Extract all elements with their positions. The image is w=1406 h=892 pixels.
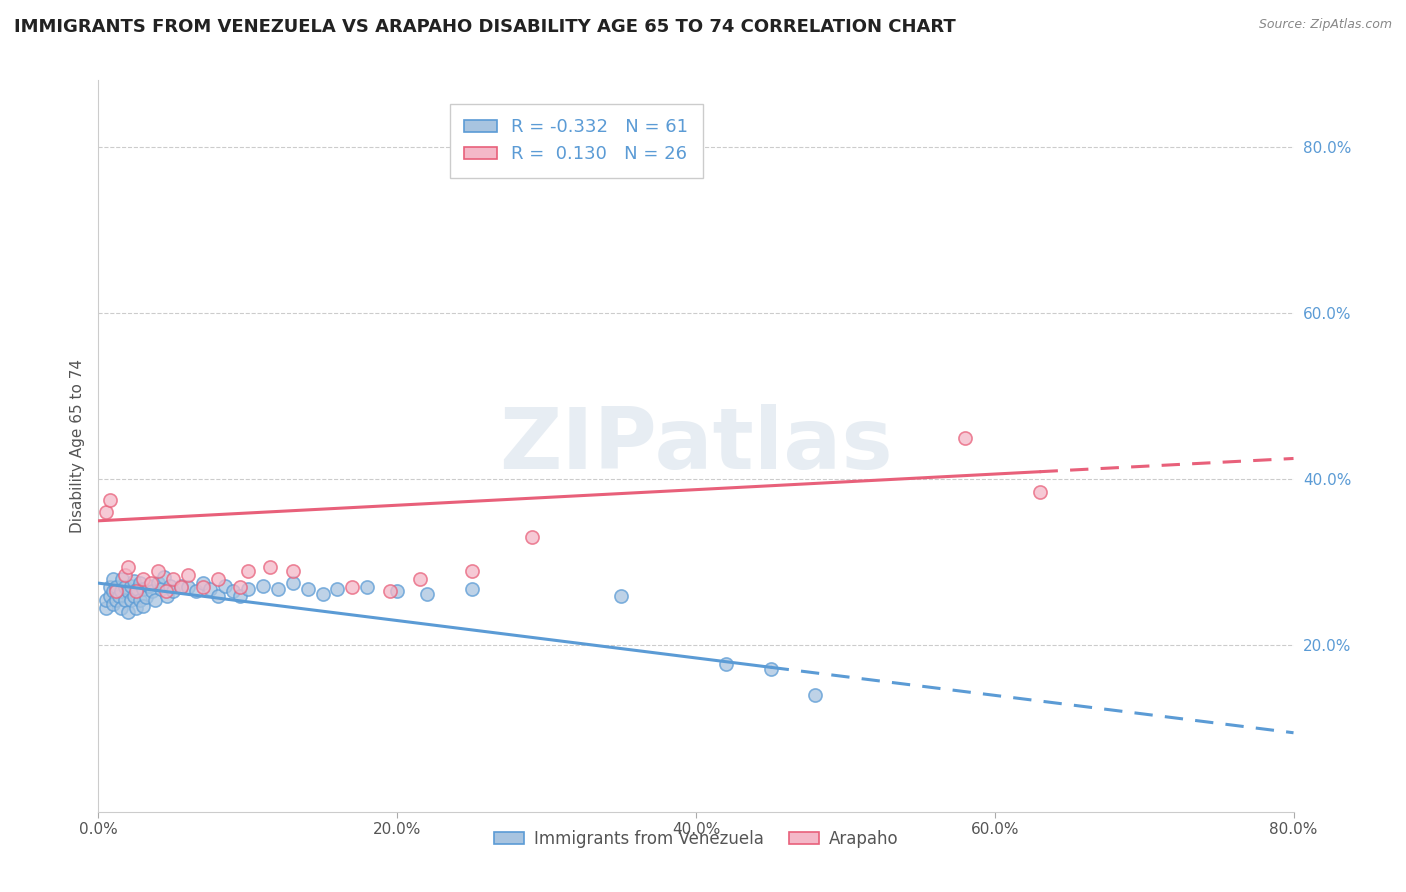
Point (169, 580, 191, 594)
Point (120, 579, 142, 593)
Point (141, 584, 163, 599)
Point (124, 574, 146, 588)
Point (281, 564, 304, 578)
Point (105, 584, 128, 599)
Point (953, 431, 976, 445)
Point (759, 662, 782, 676)
Point (105, 580, 128, 594)
Point (207, 589, 229, 603)
Point (297, 582, 319, 596)
Point (177, 580, 200, 594)
Text: ZIPatlas: ZIPatlas (499, 404, 893, 488)
Point (117, 584, 139, 599)
Point (132, 599, 155, 613)
Point (98, 589, 122, 603)
Point (132, 582, 155, 596)
Point (1028, 484, 1050, 499)
Point (267, 582, 290, 596)
Text: IMMIGRANTS FROM VENEZUELA VS ARAPAHO DISABILITY AGE 65 TO 74 CORRELATION CHART: IMMIGRANTS FROM VENEZUELA VS ARAPAHO DIS… (14, 18, 956, 36)
Point (111, 572, 134, 586)
Point (408, 572, 430, 586)
Point (156, 589, 179, 603)
Point (125, 584, 148, 599)
Point (311, 587, 333, 601)
Point (117, 559, 139, 574)
Point (162, 572, 184, 586)
Point (103, 597, 125, 611)
Point (342, 580, 364, 594)
Point (94, 601, 117, 615)
Text: Source: ZipAtlas.com: Source: ZipAtlas.com (1258, 18, 1392, 31)
Point (222, 584, 245, 599)
Point (177, 567, 200, 582)
Point (385, 584, 409, 599)
Point (252, 579, 274, 593)
Point (110, 601, 132, 615)
Point (114, 592, 136, 607)
Point (120, 592, 142, 607)
Point (125, 601, 148, 615)
Point (138, 579, 160, 593)
Point (416, 587, 439, 601)
Point (110, 584, 132, 599)
Point (127, 582, 149, 596)
Point (326, 582, 349, 596)
Point (153, 570, 176, 584)
Point (236, 564, 259, 578)
Point (281, 576, 304, 591)
Point (105, 592, 128, 607)
Point (229, 589, 252, 603)
Point (98, 493, 122, 508)
Point (132, 572, 155, 586)
Y-axis label: Disability Age 65 to 74: Disability Age 65 to 74 (69, 359, 84, 533)
Point (129, 576, 152, 591)
Point (162, 584, 184, 599)
Point (236, 582, 259, 596)
Point (191, 576, 214, 591)
Point (143, 592, 166, 607)
Point (804, 689, 827, 703)
Point (114, 567, 136, 582)
Point (155, 584, 177, 599)
Point (108, 589, 131, 603)
Point (207, 572, 229, 586)
Legend: Immigrants from Venezuela, Arapaho: Immigrants from Venezuela, Arapaho (486, 823, 905, 855)
Point (117, 605, 139, 619)
Point (124, 589, 146, 603)
Point (139, 576, 162, 591)
Point (169, 579, 191, 593)
Point (148, 576, 170, 591)
Point (114, 580, 136, 594)
Point (103, 584, 125, 599)
Point (259, 559, 281, 574)
Point (461, 582, 484, 596)
Point (184, 584, 207, 599)
Point (461, 564, 484, 578)
Point (150, 582, 173, 596)
Point (148, 564, 170, 578)
Point (135, 591, 157, 605)
Point (98, 580, 122, 594)
Point (200, 582, 222, 596)
Point (129, 592, 152, 607)
Point (94, 506, 117, 520)
Point (378, 584, 401, 599)
Point (103, 572, 125, 586)
Point (229, 580, 252, 594)
Point (610, 589, 633, 603)
Point (94, 592, 117, 607)
Point (191, 580, 214, 594)
Point (356, 580, 378, 594)
Point (520, 530, 543, 544)
Point (714, 657, 737, 671)
Point (159, 579, 181, 593)
Point (214, 579, 236, 593)
